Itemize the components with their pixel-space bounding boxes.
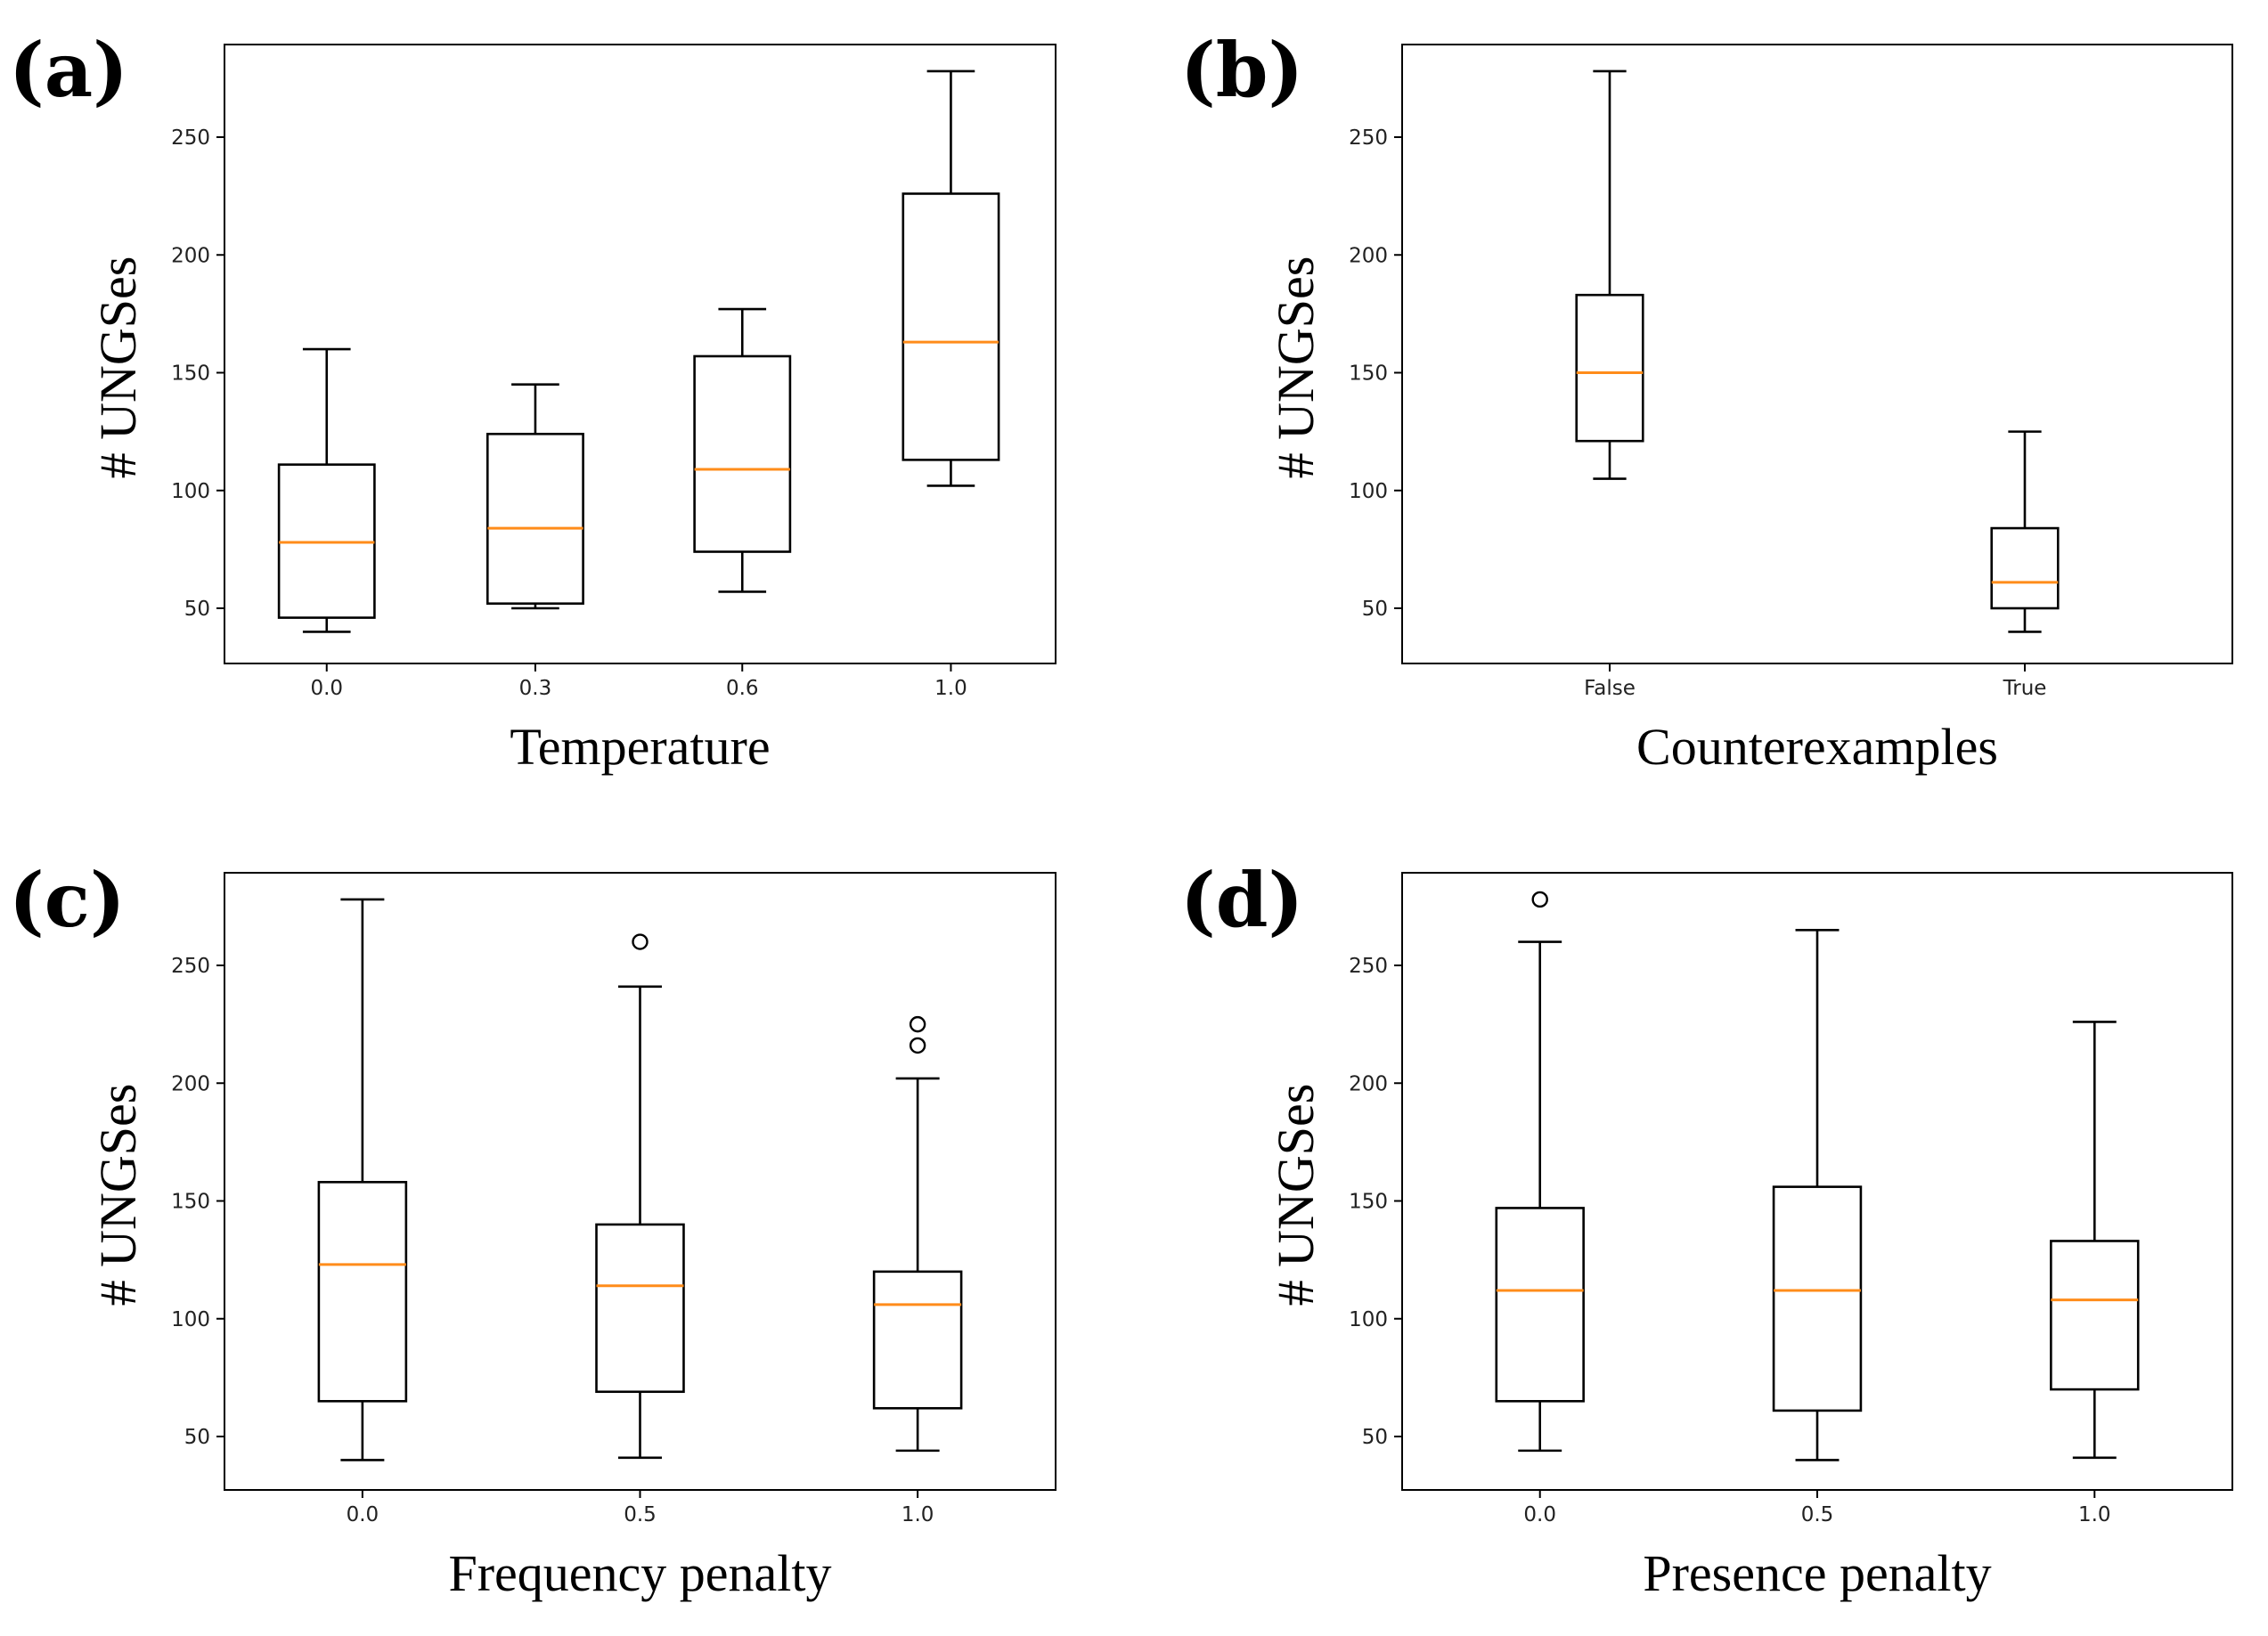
x-tick-label: 0.5 [624,1503,657,1526]
box-0.0 [277,347,376,633]
y-tick-label: 200 [1349,244,1388,267]
y-tick-label: 250 [171,955,210,978]
x-axis-title: Counterexamples [1636,718,1998,776]
x-tick-label: 0.3 [519,677,552,700]
x-tick-label: 0.0 [347,1503,379,1526]
box-1.0 [872,1015,963,1453]
y-tick-label: 250 [1349,955,1388,978]
outlier-point [1531,891,1548,908]
plot-frame [224,44,1056,664]
y-tick-label: 50 [184,1426,210,1449]
panel-label: (c) [9,856,126,944]
y-tick-label: 200 [171,244,210,267]
x-tick-label: False [1584,677,1636,700]
y-tick-label: 50 [1362,598,1388,621]
y-axis-title: # UNGSes [1267,256,1325,479]
box-0.0 [1495,891,1585,1453]
box-1.0 [901,69,1000,487]
y-tick-label: 150 [171,1191,210,1214]
x-axis-title: Frequency penalty [448,1544,831,1602]
iqr-box [1772,1185,1863,1412]
outlier-point [632,933,649,950]
iqr-box [1575,293,1644,443]
y-tick-label: 250 [1349,126,1388,150]
panels-group: (a) 50 100 150 200 250 0.0 0.3 0.6 1.0 Temperature… [9,26,2233,1602]
iqr-box [2050,1240,2140,1391]
iqr-box [901,192,1000,461]
iqr-box [317,1181,408,1403]
y-tick-label: 100 [1349,1308,1388,1331]
y-axis-title: # UNGSes [89,1084,147,1306]
chart-panel-4: (d) 50 100 150 200 250 0.0 0.5 1.0 Presence penal… [1180,856,2233,1602]
y-axis-title: # UNGSes [1267,1084,1325,1306]
panel-label: (b) [1180,26,1303,114]
iqr-box [872,1270,963,1410]
y-tick-label: 150 [171,362,210,386]
y-tick-label: 50 [184,598,210,621]
box-0.0 [317,898,408,1461]
chart-panel-2: (b) 50 100 150 200 250 False TrueCounterexample… [1180,26,2233,776]
x-tick-label: 0.0 [310,677,343,700]
x-tick-label: 0.6 [726,677,759,700]
x-tick-label: 0.5 [1801,1503,1834,1526]
box-1.0 [2050,1021,2140,1460]
y-tick-label: 100 [171,1308,210,1331]
x-tick-label: True [2003,677,2047,700]
panel-label: (a) [9,26,128,114]
panel-label: (d) [1180,856,1303,944]
box-0.5 [1772,929,1863,1461]
iqr-box [1990,526,2060,610]
iqr-box [595,1223,685,1394]
x-axis-title: Presence penalty [1643,1544,1991,1602]
box-0.5 [595,933,685,1460]
box-0.6 [693,307,792,593]
box-True [1990,430,2060,633]
y-tick-label: 100 [171,480,210,503]
box-0.3 [485,383,584,610]
y-tick-label: 200 [1349,1072,1388,1095]
chart-panel-1: (a) 50 100 150 200 250 0.0 0.3 0.6 1.0 Temperature… [9,26,1056,776]
x-tick-label: 1.0 [2078,1503,2111,1526]
plot-frame [1401,44,2233,664]
outlier-point [909,1037,926,1054]
y-axis-title: # UNGSes [89,256,147,479]
y-tick-label: 250 [171,126,210,150]
x-tick-label: 0.0 [1523,1503,1556,1526]
iqr-box [485,432,584,606]
outlier-point [909,1015,926,1033]
iqr-box [693,354,792,553]
y-tick-label: 200 [171,1072,210,1095]
y-tick-label: 100 [1349,480,1388,503]
x-tick-label: 1.0 [901,1503,934,1526]
x-tick-label: 1.0 [934,677,967,700]
box-False [1575,69,1644,480]
y-tick-label: 150 [1349,1191,1388,1214]
x-axis-title: Temperature [510,718,770,776]
chart-panel-3: (c) 50 100 150 200 250 0.0 0.5 1.0 Frequency pena… [9,856,1056,1602]
iqr-box [1495,1207,1585,1403]
y-tick-label: 150 [1349,362,1388,386]
y-tick-label: 50 [1362,1426,1388,1449]
